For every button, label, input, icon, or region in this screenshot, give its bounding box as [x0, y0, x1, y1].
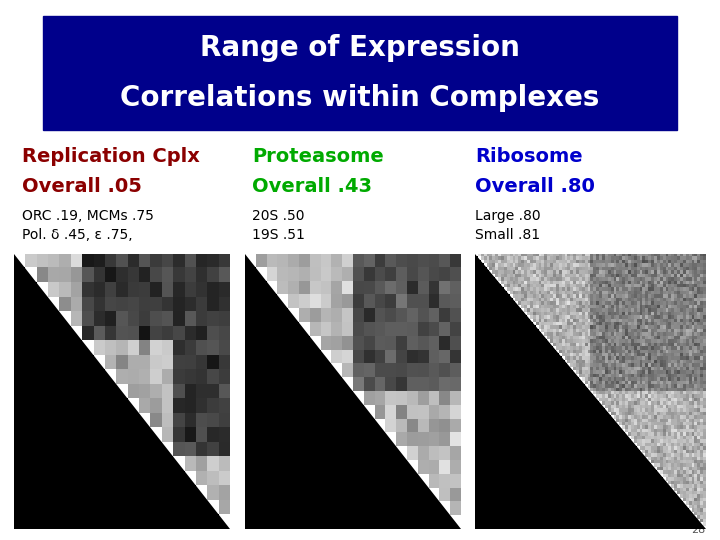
Text: Proteasome: Proteasome	[252, 147, 384, 166]
Polygon shape	[14, 254, 230, 529]
Bar	[43, 16, 677, 130]
Text: Range of Expression: Range of Expression	[200, 34, 520, 62]
Text: ORC .19, MCMs .75: ORC .19, MCMs .75	[22, 209, 153, 223]
Polygon shape	[475, 254, 706, 529]
Text: Overall .80: Overall .80	[475, 177, 595, 196]
Text: 19S .51: 19S .51	[252, 228, 305, 242]
Text: Pol. δ .45, ε .75,: Pol. δ .45, ε .75,	[22, 228, 132, 242]
Polygon shape	[245, 254, 461, 529]
Text: Overall .43: Overall .43	[252, 177, 372, 196]
Text: 20S .50: 20S .50	[252, 209, 305, 223]
Text: Correlations within Complexes: Correlations within Complexes	[120, 84, 600, 112]
Text: Overall .05: Overall .05	[22, 177, 141, 196]
Text: Ribosome: Ribosome	[475, 147, 582, 166]
Text: 28: 28	[691, 524, 706, 535]
Text: Small .81: Small .81	[475, 228, 540, 242]
Text: Replication Cplx: Replication Cplx	[22, 147, 199, 166]
Text: Large .80: Large .80	[475, 209, 541, 223]
